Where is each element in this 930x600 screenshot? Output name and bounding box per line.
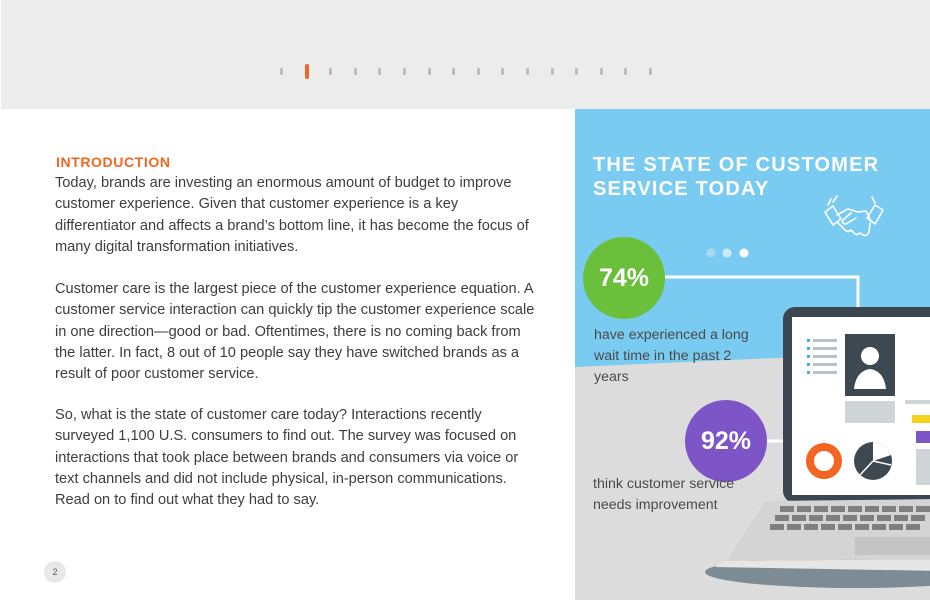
infographic-title: THE STATE OF CUSTOMER SERVICE TODAY: [593, 154, 880, 200]
stat-circle-wait-time: 74%: [583, 237, 665, 319]
donut-chart-icon: [806, 443, 842, 479]
pager-dot[interactable]: [649, 68, 652, 75]
pager-dot[interactable]: [378, 68, 382, 75]
pie-chart-icon: [854, 442, 892, 480]
pager-dot[interactable]: [427, 68, 431, 75]
intro-paragraph-1: Today, brands are investing an enormous …: [55, 175, 529, 255]
pager-dot[interactable]: [501, 68, 505, 75]
pager-dot[interactable]: [403, 68, 406, 75]
profile-card-icon: [845, 334, 895, 423]
slide-pager: [1, 64, 930, 80]
pager-dot[interactable]: [452, 68, 456, 75]
pager-dot[interactable]: [304, 64, 309, 79]
infographic-panel: THE STATE OF CUSTOMER SERVICE TODAY 74% …: [575, 109, 930, 600]
stat-caption-wait-time: have experienced a long wait time in the…: [594, 327, 749, 385]
pager-dot[interactable]: [353, 68, 357, 75]
pager-dot[interactable]: [550, 68, 554, 75]
pager-dot[interactable]: [575, 68, 579, 75]
section-heading: INTRODUCTION: [56, 154, 171, 170]
pager-dot[interactable]: [329, 68, 333, 75]
ellipsis-icon: [706, 248, 749, 258]
infographic-background: [575, 109, 930, 600]
pager-dot[interactable]: [476, 68, 480, 75]
stat-caption-improvement: think customer service needs improvement: [593, 476, 735, 513]
intro-paragraph-3: So, what is the state of customer care t…: [55, 407, 519, 509]
pager-dot[interactable]: [280, 68, 283, 75]
pager-dot[interactable]: [526, 68, 529, 75]
page-number-badge: 2: [44, 561, 66, 583]
pager-dot[interactable]: [599, 68, 603, 75]
intro-paragraph-2: Customer care is the largest piece of th…: [55, 281, 535, 383]
document-lines-icon: [807, 339, 837, 374]
stat-circle-improvement: 92%: [685, 400, 767, 482]
pager-dot[interactable]: [624, 68, 628, 75]
introduction-section: INTRODUCTION Today, brands are investing…: [0, 109, 575, 600]
handshake-icon: [824, 195, 884, 237]
top-navigation-bar: [1, 0, 930, 109]
